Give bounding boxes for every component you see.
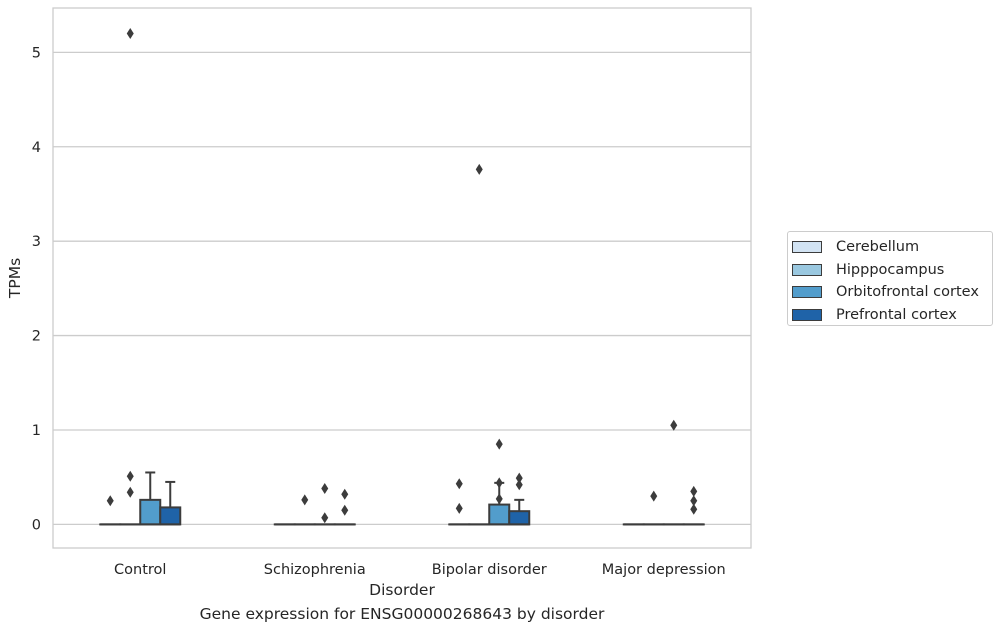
outlier-point bbox=[495, 477, 503, 489]
box-1-1 bbox=[293, 494, 316, 526]
outlier-point bbox=[321, 512, 329, 524]
legend-item-prefrontal-cortex[interactable]: Prefrontal cortex bbox=[792, 304, 992, 327]
outlier-point bbox=[690, 485, 698, 497]
box-1-3 bbox=[642, 490, 665, 526]
outlier-point bbox=[495, 438, 503, 450]
outlier-point bbox=[690, 495, 698, 507]
y-tick-label: 0 bbox=[32, 517, 41, 533]
y-tick-label: 1 bbox=[32, 423, 41, 439]
outlier-point bbox=[321, 483, 329, 495]
outlier-point bbox=[455, 502, 463, 514]
box-2-1 bbox=[313, 483, 336, 526]
outlier-point bbox=[126, 27, 134, 39]
outlier-point bbox=[106, 495, 114, 507]
box-2-2 bbox=[488, 438, 511, 526]
box-3-3 bbox=[682, 485, 705, 526]
legend-item-orbitofrontal-cortex[interactable]: Orbitofrontal cortex bbox=[792, 281, 992, 304]
outlier-point bbox=[515, 479, 523, 491]
legend-swatch-cerebellum bbox=[792, 241, 822, 254]
box-body bbox=[488, 503, 511, 526]
legend-swatch-hippocampus bbox=[792, 263, 822, 276]
y-tick-label: 5 bbox=[32, 45, 41, 61]
legend-label: Prefrontal cortex bbox=[836, 306, 957, 323]
legend-label: Cerebellum bbox=[836, 239, 920, 256]
outlier-point bbox=[515, 472, 523, 484]
outlier-point bbox=[690, 503, 698, 515]
outlier-point bbox=[341, 504, 349, 516]
legend-swatch-orbitofrontal-cortex bbox=[792, 286, 822, 299]
outlier-point bbox=[670, 419, 678, 431]
outlier-point bbox=[455, 478, 463, 490]
box-body bbox=[508, 510, 531, 526]
y-axis-label: TPMs bbox=[6, 258, 24, 299]
y-tick-label: 4 bbox=[32, 140, 41, 156]
box-0-2 bbox=[448, 478, 471, 526]
box-body bbox=[159, 506, 182, 526]
legend-item-hippocampus[interactable]: Hipppocampus bbox=[792, 259, 992, 282]
box-3-1 bbox=[333, 488, 356, 526]
box-2-0 bbox=[139, 471, 162, 526]
legend: Cerebellum Hipppocampus Orbitofrontal co… bbox=[787, 231, 993, 326]
legend-label: Hipppocampus bbox=[836, 261, 945, 278]
outlier-point bbox=[475, 163, 483, 175]
legend-label: Orbitofrontal cortex bbox=[836, 284, 979, 301]
y-tick-label: 3 bbox=[32, 234, 41, 250]
legend-swatch-prefrontal-cortex bbox=[792, 308, 822, 321]
box-2-3 bbox=[662, 419, 685, 526]
box-body bbox=[139, 498, 162, 526]
x-tick-label: Schizophrenia bbox=[264, 562, 366, 578]
outlier-point bbox=[495, 493, 503, 505]
outlier-point bbox=[126, 470, 134, 482]
outlier-point bbox=[301, 494, 309, 506]
x-tick-label: Major depression bbox=[602, 562, 726, 578]
x-tick-label: Bipolar disorder bbox=[432, 562, 547, 578]
outlier-point bbox=[650, 490, 658, 502]
box-3-2 bbox=[508, 472, 531, 526]
outlier-point bbox=[126, 486, 134, 498]
x-tick-label: Control bbox=[114, 562, 166, 578]
grid-lines bbox=[53, 51, 751, 526]
outlier-point bbox=[341, 488, 349, 500]
plot-frame bbox=[52, 7, 752, 549]
y-tick-label: 2 bbox=[32, 329, 41, 345]
box-1-2 bbox=[468, 163, 491, 526]
box-0-0 bbox=[99, 495, 122, 526]
tick-labels: 0 1 2 3 4 5 Control Schizophrenia Bipolar disord… bbox=[32, 45, 726, 578]
boxes bbox=[99, 27, 705, 526]
x-axis-label: Disorder bbox=[369, 581, 435, 599]
chart-caption: Gene expression for ENSG00000268643 by d… bbox=[199, 605, 605, 623]
legend-item-cerebellum[interactable]: Cerebellum bbox=[792, 236, 992, 259]
box-3-0 bbox=[159, 480, 182, 526]
box-1-0 bbox=[119, 27, 142, 526]
